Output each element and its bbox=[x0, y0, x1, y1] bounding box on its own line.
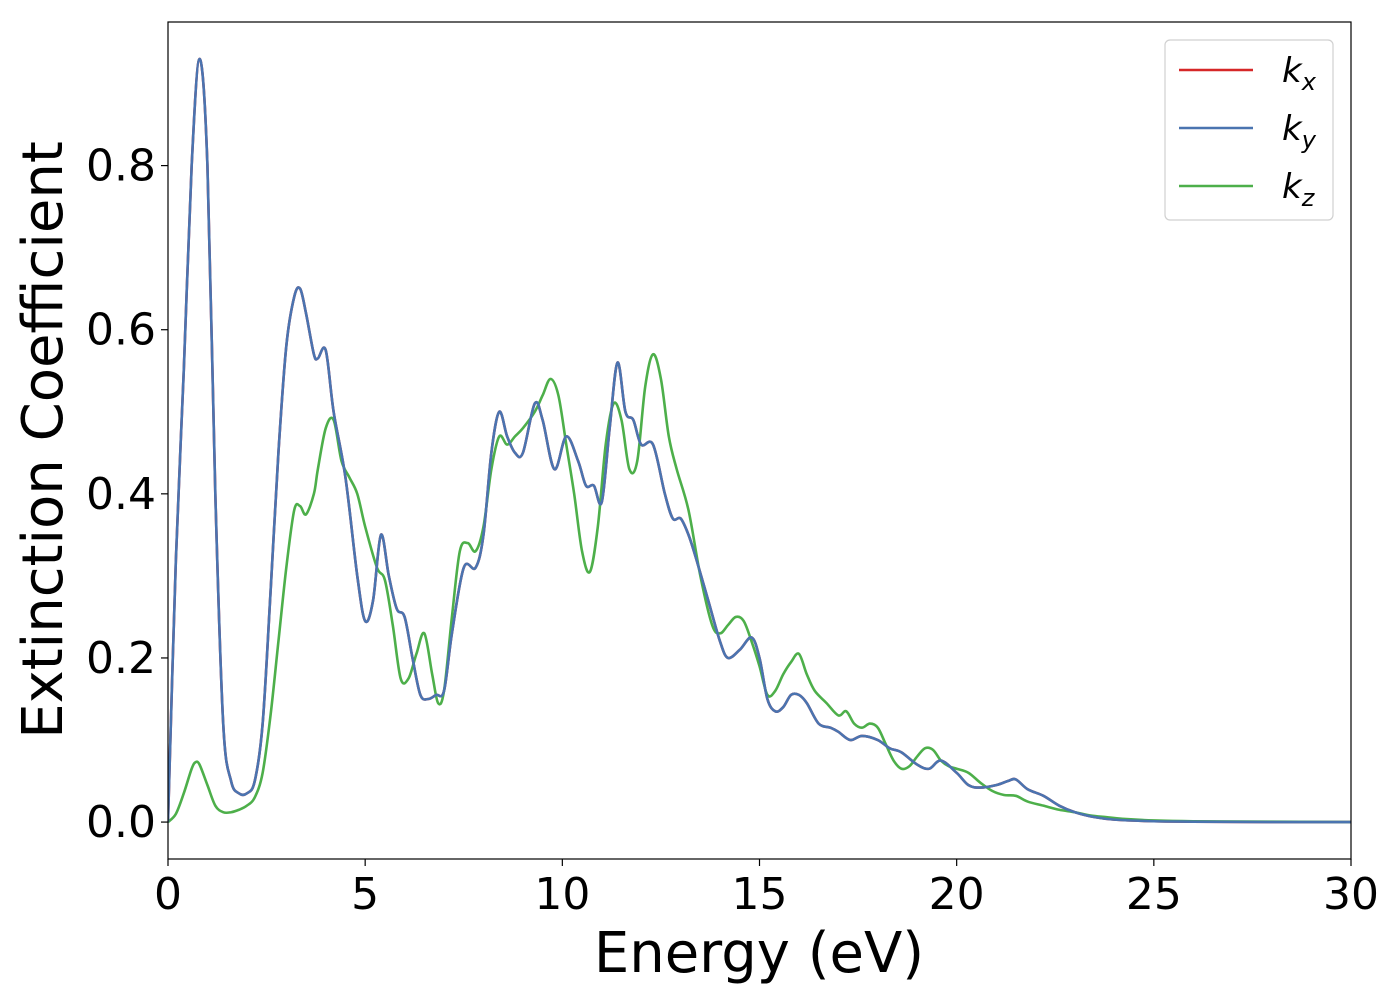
y-tick-label: 0.8 bbox=[86, 141, 156, 192]
legend-symbol: k bbox=[1282, 109, 1303, 149]
x-axis: 0 5 10 15 20 25 30 bbox=[154, 859, 1379, 920]
legend-subscript: y bbox=[1301, 126, 1317, 154]
y-axis: 0.0 0.2 0.4 0.6 0.8 bbox=[86, 141, 168, 848]
y-tick-label: 0.0 bbox=[86, 797, 156, 848]
x-tick-label: 30 bbox=[1323, 869, 1379, 920]
y-tick-label: 0.6 bbox=[86, 305, 156, 356]
legend-symbol: k bbox=[1282, 167, 1303, 207]
x-axis-label: Energy (eV) bbox=[594, 921, 924, 986]
x-tick-label: 25 bbox=[1126, 869, 1182, 920]
y-tick-label: 0.2 bbox=[86, 633, 156, 684]
series-line-ky bbox=[168, 57, 1351, 824]
legend-subscript: z bbox=[1301, 184, 1316, 212]
x-tick-label: 5 bbox=[351, 869, 379, 920]
legend-label-ky: ky bbox=[1282, 109, 1317, 154]
x-tick-label: 15 bbox=[732, 869, 788, 920]
y-tick-label: 0.4 bbox=[86, 469, 156, 520]
x-tick-label: 0 bbox=[154, 869, 182, 920]
legend-label-kx: kx bbox=[1282, 51, 1317, 96]
x-tick-label: 20 bbox=[929, 869, 985, 920]
legend-box bbox=[1164, 39, 1334, 221]
x-tick-label: 10 bbox=[534, 869, 590, 920]
legend-subscript: x bbox=[1301, 68, 1317, 96]
series-layer bbox=[168, 57, 1351, 824]
legend-symbol: k bbox=[1282, 51, 1303, 91]
y-axis-label: Extinction Coefficient bbox=[11, 141, 76, 739]
series-line-kz bbox=[168, 353, 1351, 824]
legend-label-kz: kz bbox=[1282, 167, 1316, 212]
